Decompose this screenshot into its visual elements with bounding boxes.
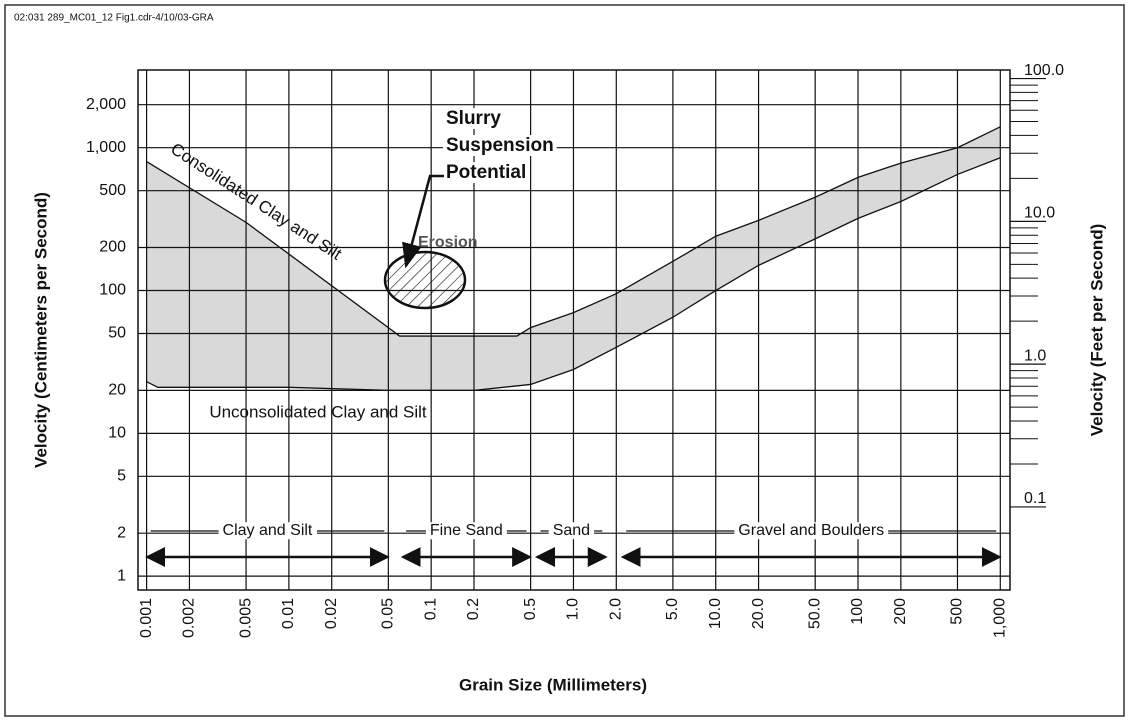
- curve-line: [146, 157, 1001, 391]
- x-tick-label: 2.0: [608, 598, 625, 620]
- y-tick-label: 1: [117, 567, 126, 584]
- x-axis-label: Grain Size (Millimeters): [459, 675, 647, 694]
- y-tick-label: 2,000: [86, 96, 126, 113]
- y-tick-label: 100: [99, 282, 126, 299]
- label-bg: [425, 522, 507, 540]
- y2-tick-label: 0.1: [1024, 490, 1046, 507]
- x-tick-label: 1.0: [565, 598, 582, 620]
- y-tick-label: 20: [108, 382, 126, 399]
- y-tick-label: 50: [108, 325, 126, 342]
- size-class-label: Sand: [553, 522, 590, 539]
- y-tick-label: 2: [117, 524, 126, 541]
- x-tick-label: 0.02: [323, 598, 340, 629]
- size-class-label: Clay and Silt: [223, 522, 313, 539]
- label-bg: [734, 522, 889, 540]
- x-tick-label: 1,000: [992, 598, 1009, 638]
- y-tick-label: 500: [99, 182, 126, 199]
- x-tick-label: 0.002: [181, 598, 198, 638]
- slurry-zone: [383, 250, 467, 310]
- x-tick-label: 50.0: [806, 598, 823, 629]
- x-tick-label: 0.2: [465, 598, 482, 620]
- label-bg: [443, 135, 557, 157]
- annotation: Erosion: [418, 234, 478, 251]
- size-class-label: Fine Sand: [430, 522, 503, 539]
- frame: [4, 4, 1125, 717]
- x-tick-label: 10.0: [707, 598, 724, 629]
- curve-line: [146, 126, 1001, 337]
- x-tick-label: 0.001: [138, 598, 155, 638]
- y2-tick-label: 100.0: [1024, 62, 1064, 79]
- x-tick-label: 0.05: [380, 598, 397, 629]
- size-class-label: Gravel and Boulders: [738, 522, 884, 539]
- y2-tick-label: 10.0: [1024, 205, 1055, 222]
- x-tick-label: 0.005: [237, 598, 254, 638]
- plot-frame: [137, 69, 1011, 591]
- x-tick-label: 0.5: [522, 598, 539, 620]
- label-bg: [548, 522, 595, 540]
- x-tick-label: 0.1: [422, 598, 439, 620]
- callout-label: Potential: [446, 162, 526, 183]
- figure-id: 02:031 289_MC01_12 Fig1.cdr-4/10/03-GRA: [14, 13, 214, 24]
- x-tick-label: 5.0: [664, 598, 681, 620]
- callout-arrow: [402, 174, 444, 269]
- y-tick-label: 200: [99, 239, 126, 256]
- x-tick-label: 20.0: [750, 598, 767, 629]
- x-tick-label: 500: [949, 598, 966, 625]
- y-tick-label: 5: [117, 468, 126, 485]
- label-bg: [443, 108, 505, 130]
- label-bg: [443, 162, 530, 184]
- label-bg: [218, 522, 317, 540]
- callout-label: Slurry: [446, 108, 501, 129]
- y2-axis-label: Velocity (Feet per Second): [1087, 224, 1106, 437]
- y-tick-label: 1,000: [86, 139, 126, 156]
- y2-tick-label: 1.0: [1024, 347, 1046, 364]
- callout-label: Suspension: [446, 135, 554, 156]
- y-tick-label: 10: [108, 425, 126, 442]
- x-tick-label: 200: [892, 598, 909, 625]
- x-tick-label: 0.01: [280, 598, 297, 629]
- y-axis-label: Velocity (Centimeters per Second): [31, 192, 50, 468]
- annotation: Unconsolidated Clay and Silt: [209, 402, 427, 421]
- x-tick-label: 100: [849, 598, 866, 625]
- band-fill: [146, 126, 1001, 391]
